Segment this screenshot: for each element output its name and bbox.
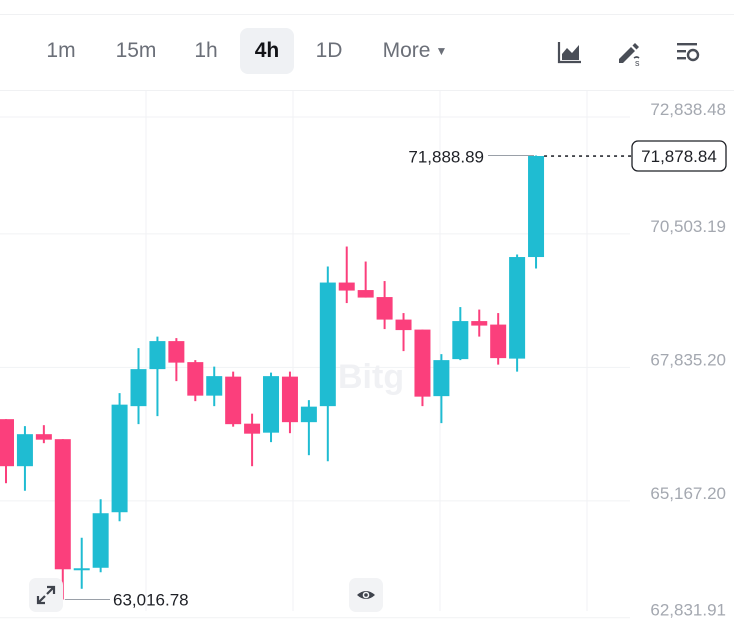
candlestick-chart[interactable]: Bitg 72,838.48 70,503.19 67,835.20 65,167.2… bbox=[0, 91, 734, 621]
candle-body bbox=[244, 423, 261, 434]
candle-body bbox=[357, 290, 374, 298]
last-price-badge bbox=[631, 140, 727, 172]
toolbar-divider bbox=[0, 90, 734, 91]
candle-body bbox=[452, 321, 469, 360]
candle-body bbox=[111, 404, 128, 513]
visibility-toggle-button[interactable] bbox=[349, 578, 383, 612]
price-axis-label: 70,503.19 bbox=[650, 217, 726, 236]
caret-down-icon: ▼ bbox=[435, 44, 448, 58]
candle-body bbox=[471, 321, 488, 326]
eye-icon bbox=[357, 591, 375, 599]
candle-body bbox=[490, 324, 507, 359]
timeframe-4h[interactable]: 4h bbox=[240, 28, 294, 74]
candle-body bbox=[225, 376, 242, 425]
candle-body bbox=[16, 434, 33, 467]
candle-body bbox=[149, 341, 166, 370]
timeframe-15m[interactable]: 15m bbox=[115, 39, 157, 62]
candle-body bbox=[130, 369, 147, 407]
price-axis: 72,838.48 70,503.19 67,835.20 65,167.20 62,8… bbox=[650, 100, 726, 620]
price-axis-label: 72,838.48 bbox=[650, 100, 726, 119]
more-timeframes-button[interactable]: More ▼ bbox=[370, 28, 460, 74]
svg-text:s: s bbox=[635, 58, 640, 67]
candle-body bbox=[73, 568, 90, 571]
timeframe-1d[interactable]: 1D bbox=[315, 39, 343, 62]
candle-body bbox=[376, 297, 393, 320]
candle-body bbox=[54, 439, 71, 570]
candle-body bbox=[319, 282, 336, 407]
expand-icon bbox=[36, 585, 56, 605]
candle-body bbox=[187, 362, 204, 396]
candle-body bbox=[92, 513, 109, 568]
candles bbox=[0, 155, 545, 600]
top-divider bbox=[0, 14, 734, 15]
candle-body bbox=[414, 329, 431, 397]
more-label: More bbox=[382, 39, 431, 62]
candle-body bbox=[35, 434, 52, 440]
candle-body bbox=[206, 376, 223, 396]
price-axis-label: 62,831.91 bbox=[650, 601, 726, 620]
price-markers: 71,888.89 63,016.78 71,878.84 bbox=[64, 140, 727, 609]
candle-body bbox=[281, 376, 298, 423]
chart-type-icon[interactable] bbox=[555, 37, 585, 67]
candle-body bbox=[0, 419, 14, 467]
price-axis-label: 67,835.20 bbox=[650, 350, 726, 369]
high-price-label: 71,888.89 bbox=[408, 148, 484, 167]
candle-body bbox=[509, 257, 526, 359]
watermark: Bitg bbox=[338, 358, 404, 396]
fullscreen-button[interactable] bbox=[29, 578, 63, 612]
candle-body bbox=[263, 376, 280, 433]
candle-body bbox=[168, 341, 185, 363]
drawing-tools-icon[interactable]: s bbox=[613, 37, 643, 67]
indicator-settings-icon[interactable] bbox=[673, 37, 703, 67]
candle-body bbox=[300, 406, 317, 423]
timeframe-1m[interactable]: 1m bbox=[46, 39, 76, 62]
candle-body bbox=[433, 360, 450, 397]
last-price-label: 71,878.84 bbox=[641, 147, 717, 166]
chart-toolbar: 1m 15m 1h 4h 1D More ▼ s bbox=[0, 15, 734, 91]
price-axis-label: 65,167.20 bbox=[650, 484, 726, 503]
candle-body bbox=[528, 156, 545, 258]
candle-body bbox=[395, 319, 412, 331]
chart-grid bbox=[0, 91, 630, 619]
timeframe-1h[interactable]: 1h bbox=[194, 39, 218, 62]
candle-body bbox=[338, 282, 355, 291]
low-price-label: 63,016.78 bbox=[113, 590, 189, 609]
